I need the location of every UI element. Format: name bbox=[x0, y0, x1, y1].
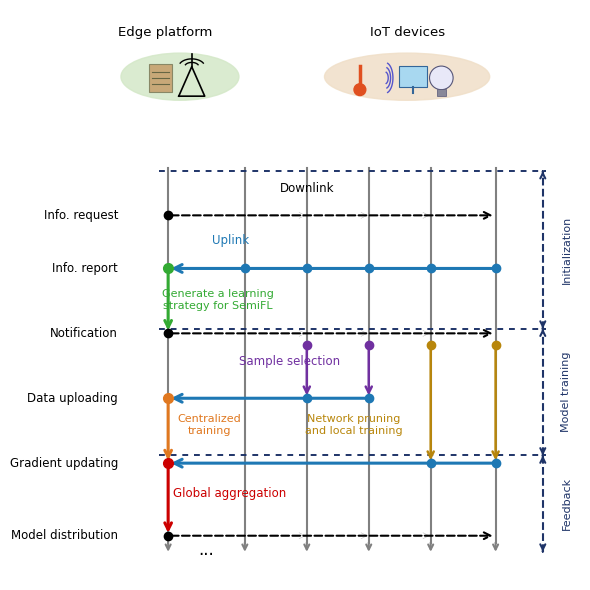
Text: Model distribution: Model distribution bbox=[11, 529, 118, 542]
Text: Info. request: Info. request bbox=[44, 209, 118, 222]
Ellipse shape bbox=[121, 53, 239, 100]
Text: Feedback: Feedback bbox=[562, 477, 571, 530]
Text: Gradient updating: Gradient updating bbox=[9, 457, 118, 470]
Text: Data uploading: Data uploading bbox=[27, 392, 118, 405]
Text: Centralized
training: Centralized training bbox=[178, 414, 241, 435]
Text: IoT devices: IoT devices bbox=[369, 26, 445, 39]
Circle shape bbox=[354, 84, 366, 96]
Text: Generate a learning
strategy for SemiFL: Generate a learning strategy for SemiFL bbox=[162, 289, 274, 310]
Text: Notification: Notification bbox=[50, 327, 118, 340]
Text: Info. report: Info. report bbox=[53, 262, 118, 275]
Bar bbox=[437, 88, 446, 96]
Text: Network pruning
and local training: Network pruning and local training bbox=[305, 414, 403, 435]
Text: Sample selection: Sample selection bbox=[238, 355, 340, 368]
Text: ...: ... bbox=[199, 541, 214, 559]
Bar bbox=[399, 66, 427, 87]
Bar bbox=[149, 64, 172, 92]
Text: Downlink: Downlink bbox=[280, 182, 334, 195]
Circle shape bbox=[430, 66, 453, 90]
Text: Uplink: Uplink bbox=[212, 234, 248, 247]
Text: Global aggregation: Global aggregation bbox=[173, 487, 287, 500]
Text: Initialization: Initialization bbox=[562, 216, 571, 284]
Ellipse shape bbox=[324, 53, 490, 100]
Text: Edge platform: Edge platform bbox=[118, 26, 212, 39]
Text: Model training: Model training bbox=[562, 352, 571, 432]
